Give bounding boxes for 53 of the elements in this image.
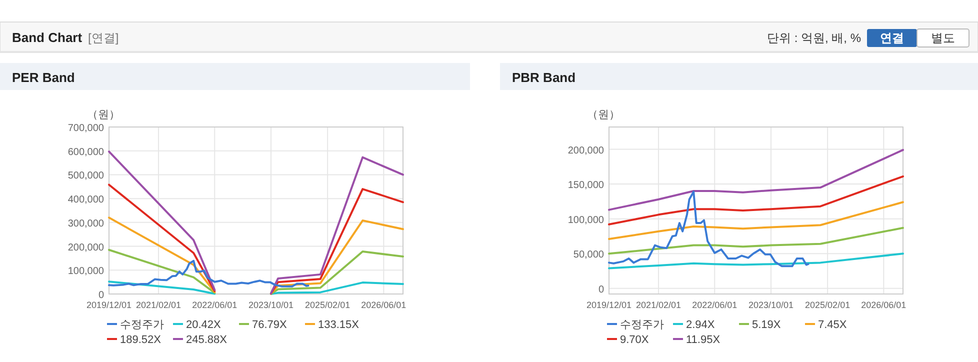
y-tick-label: 150,000 [568, 180, 604, 192]
legend-label: 수정주가 [120, 319, 164, 331]
line-series [608, 201, 904, 240]
x-tick-label: 2026/06/01 [361, 300, 406, 310]
legend-label: 133.15X [318, 319, 360, 331]
text: [연결] [88, 31, 119, 45]
legend-label: 76.79X [252, 319, 288, 331]
x-tick-label: 2021/02/01 [636, 300, 682, 310]
x-tick-label: 2019/12/01 [86, 300, 132, 310]
y-tick-label: 100,000 [68, 266, 104, 278]
x-tick-label: 2025/02/01 [305, 300, 350, 310]
y-tick-label: 200,000 [68, 242, 104, 254]
x-tick-label: 2025/02/01 [805, 300, 850, 310]
line-series [608, 190, 810, 268]
legend-label: 20.42X [186, 319, 222, 331]
y-tick-label: 400,000 [68, 194, 104, 206]
line-series [608, 148, 904, 211]
line-series [108, 260, 310, 288]
y-tick-label: 600,000 [68, 146, 104, 158]
y-tick-label: 0 [598, 284, 604, 296]
x-tick-label: 2021/02/01 [136, 300, 182, 310]
legend-label: 5.19X [752, 319, 782, 331]
y-tick-label: 700,000 [68, 123, 104, 134]
legend-label: 189.52X [120, 334, 162, 346]
legend-label: 수정주가 [620, 319, 664, 331]
text: 단위 : 억원, 배, % [766, 31, 862, 45]
y-tick-label: 200,000 [568, 145, 604, 156]
x-tick-label: 2022/06/01 [192, 300, 238, 310]
y-axis-title: （원） [87, 109, 120, 121]
line-series [608, 252, 904, 270]
y-tick-label: 300,000 [68, 218, 104, 230]
legend-label: 245.88X [186, 334, 228, 346]
x-tick-label: 2019/12/01 [586, 300, 632, 310]
chart-title: PBR Band [512, 70, 576, 85]
x-tick-label: 2023/10/01 [748, 300, 794, 310]
text: Band Chart [12, 30, 83, 45]
legend-label: 11.95X [686, 334, 721, 346]
x-tick-label: 2023/10/01 [248, 300, 294, 310]
y-tick-label: 500,000 [68, 170, 104, 182]
legend-label: 9.70X [620, 334, 650, 346]
y-tick-label: 100,000 [568, 214, 604, 226]
text: 별도 [931, 31, 955, 45]
text: 연결 [880, 31, 904, 45]
legend-label: 7.45X [818, 319, 848, 331]
x-tick-label: 2022/06/01 [692, 300, 738, 310]
legend-label: 2.94X [686, 319, 716, 331]
chart-title: PER Band [12, 70, 75, 85]
x-tick-label: 2026/06/01 [861, 300, 906, 310]
y-tick-label: 50,000 [573, 250, 604, 261]
y-axis-title: （원） [587, 109, 620, 121]
line-series [608, 175, 904, 226]
y-tick-label: 0 [98, 290, 104, 301]
line-series [608, 226, 904, 255]
